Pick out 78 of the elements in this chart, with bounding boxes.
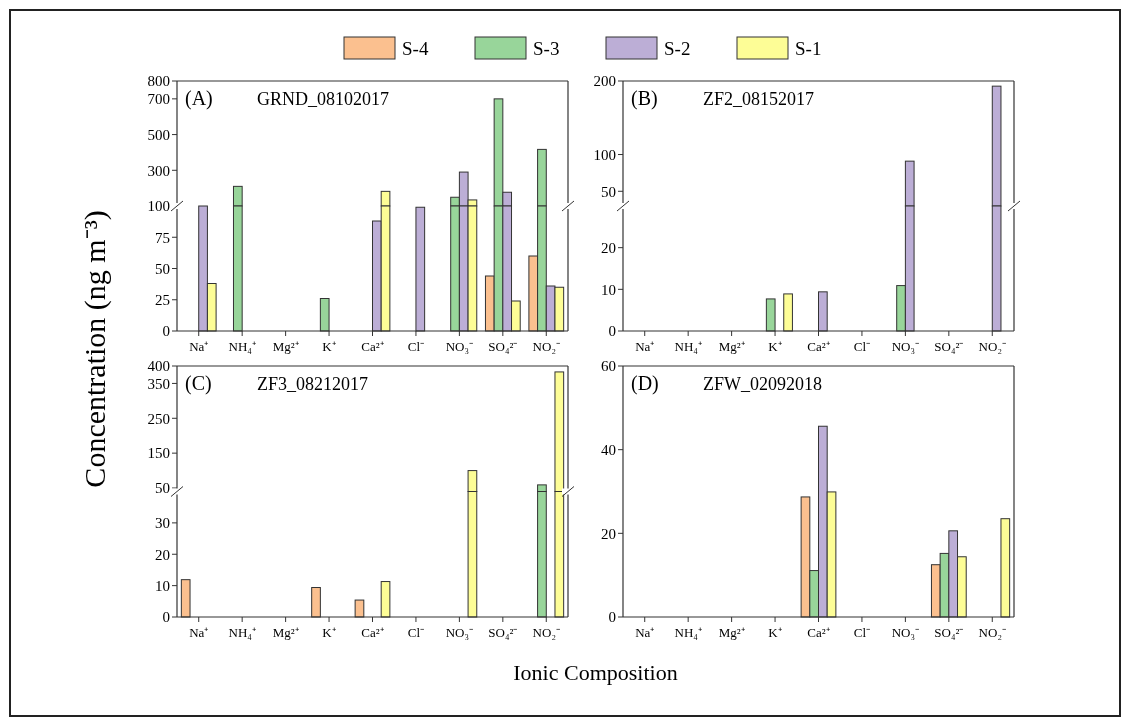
- x-tick-label: NO₃⁻: [891, 339, 920, 354]
- y-tick-label: 60: [601, 358, 616, 375]
- x-tick-label: NO₂⁻: [532, 339, 560, 354]
- y-tick-label: 30: [155, 515, 170, 532]
- x-tick-label: K⁺: [768, 339, 782, 354]
- x-tick-label: Na⁺: [635, 625, 655, 640]
- legend-label: S-2: [664, 37, 691, 59]
- x-tick-label: NH₄⁺: [228, 625, 256, 640]
- annotation: (D): [631, 372, 659, 395]
- x-tick-label: Mg²⁺: [272, 625, 299, 640]
- y-tick-label: 500: [147, 126, 170, 143]
- annotation: (C): [185, 372, 212, 395]
- x-tick-label: Na⁺: [189, 625, 209, 640]
- y-tick-label: 250: [147, 410, 170, 427]
- x-tick-label: SO₄²⁻: [488, 339, 518, 354]
- x-tick-label: Cl⁻: [853, 339, 871, 354]
- y-tick-label: 0: [608, 609, 616, 626]
- x-tick-label: SO₄²⁻: [488, 625, 518, 640]
- y-tick-label: 0: [162, 323, 170, 340]
- annotation: GRND_08102017: [257, 89, 390, 109]
- x-tick-label: NH₄⁺: [674, 625, 702, 640]
- y-tick-label: 50: [601, 183, 616, 200]
- x-tick-label: NH₄⁺: [674, 339, 702, 354]
- y-tick-label: 300: [147, 162, 170, 179]
- y-tick-label: 10: [601, 281, 616, 298]
- y-tick-label: 50: [155, 260, 170, 277]
- y-tick-label: 350: [147, 375, 170, 392]
- x-tick-label: K⁺: [322, 339, 336, 354]
- y-tick-label: 25: [155, 292, 170, 308]
- annotation: ZFW_02092018: [703, 374, 822, 394]
- y-tick-label: 700: [147, 91, 170, 108]
- y-tick-label: 800: [147, 73, 170, 90]
- x-tick-label: NO₂⁻: [978, 339, 1006, 354]
- x-axis-title: Ionic Composition: [513, 660, 678, 685]
- x-tick-label: Ca²⁺: [361, 339, 384, 354]
- y-tick-label: 50: [155, 480, 170, 497]
- x-tick-label: NO₂⁻: [978, 625, 1006, 640]
- x-tick-label: Cl⁻: [407, 339, 425, 354]
- x-tick-label: Cl⁻: [853, 625, 871, 640]
- annotation: ZF3_08212017: [257, 374, 369, 394]
- y-tick-label: 10: [155, 577, 170, 594]
- annotation: (A): [185, 87, 213, 110]
- x-tick-label: NH₄⁺: [228, 339, 256, 354]
- x-tick-label: SO₄²⁻: [934, 339, 964, 354]
- annotation: ZF2_08152017: [703, 89, 815, 109]
- legend-label: S-4: [402, 37, 429, 59]
- x-tick-label: Mg²⁺: [272, 339, 299, 354]
- y-tick-label: 20: [155, 546, 170, 563]
- x-tick-label: Cl⁻: [407, 625, 425, 640]
- y-tick-label: 40: [601, 441, 616, 458]
- y-tick-label: 200: [593, 73, 616, 90]
- x-tick-label: Mg²⁺: [718, 625, 745, 640]
- y-tick-label: 100: [147, 198, 170, 215]
- x-tick-label: Mg²⁺: [718, 339, 745, 354]
- y-tick-label: 0: [608, 323, 616, 340]
- y-tick-label: 20: [601, 239, 616, 256]
- y-tick-label: 75: [155, 229, 170, 246]
- x-tick-label: NO₂⁻: [532, 625, 560, 640]
- x-tick-label: NO₃⁻: [445, 625, 474, 640]
- y-axis-title: Concentration (ng m⁻³): [78, 210, 112, 488]
- x-tick-label: Na⁺: [189, 339, 209, 354]
- legend-label: S-1: [795, 37, 822, 59]
- x-tick-label: Ca²⁺: [807, 625, 830, 640]
- legend-label: S-3: [533, 37, 560, 59]
- x-tick-label: K⁺: [768, 625, 782, 640]
- annotation: (B): [631, 87, 658, 110]
- x-tick-label: Ca²⁺: [361, 625, 384, 640]
- x-tick-label: K⁺: [322, 625, 336, 640]
- x-tick-label: Ca²⁺: [807, 339, 830, 354]
- y-tick-label: 150: [147, 445, 170, 462]
- x-tick-label: Na⁺: [635, 339, 655, 354]
- x-tick-label: NO₃⁻: [445, 339, 474, 354]
- y-tick-label: 20: [601, 525, 616, 542]
- y-tick-label: 0: [162, 609, 170, 626]
- x-tick-label: SO₄²⁻: [934, 625, 964, 640]
- y-tick-label: 100: [593, 146, 616, 163]
- x-tick-label: NO₃⁻: [891, 625, 920, 640]
- y-tick-label: 400: [147, 358, 170, 375]
